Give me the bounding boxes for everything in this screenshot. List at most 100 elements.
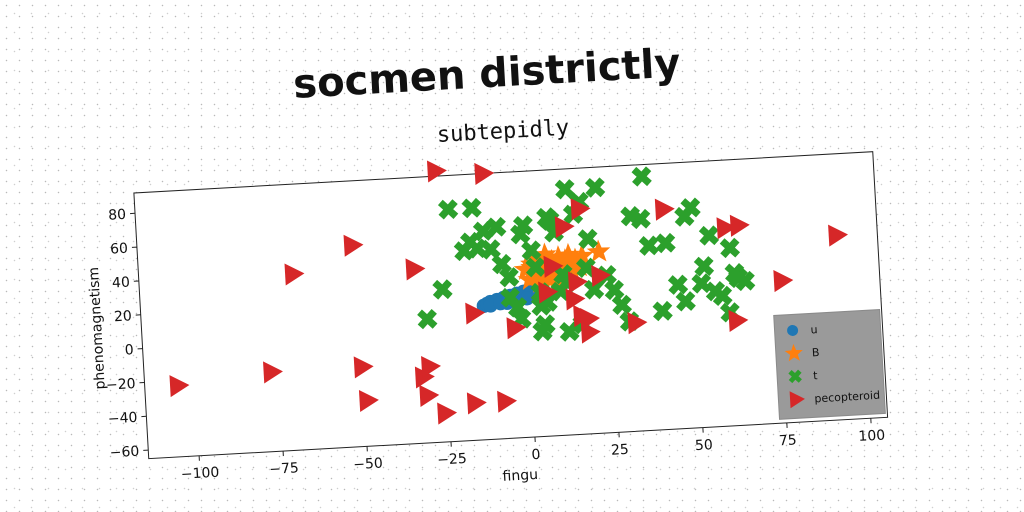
legend-entry: u [810,323,818,336]
legend-entry: pecopteroid [814,389,880,406]
point-t [630,208,651,230]
point-t [652,300,673,322]
y-tick-label: −60 [109,444,139,462]
x-tick-label: 75 [778,432,797,449]
x-axis: −100 −75 −50 −25 0 25 50 75 100 [180,418,886,483]
y-tick-label: 80 [108,207,127,224]
point-pecopteroid [654,198,675,221]
point-t [584,177,606,198]
x-tick-label: 50 [695,437,714,454]
point-t [521,240,542,261]
point-t [512,215,534,236]
point-pecopteroid [580,321,601,344]
point-t [491,253,512,275]
point-t [539,210,560,231]
point-t [554,179,576,200]
point-pecopteroid [828,224,849,247]
point-pecopteroid [773,270,794,293]
point-t [712,285,733,307]
point-pecopteroid [414,366,435,389]
point-pecopteroid [565,288,586,311]
point-t [604,279,625,301]
point-t [525,257,546,278]
y-tick-label: 60 [110,241,129,258]
point-u [787,324,799,336]
point-t [486,216,507,238]
y-tick-label: 20 [114,308,133,325]
chart-title: subtepidly [436,116,570,148]
point-t [638,235,660,256]
point-pecopteroid [789,391,805,409]
point-pecopteroid [437,402,458,425]
point-pecopteroid [426,160,447,183]
legend-box [773,309,886,420]
point-t [575,257,597,278]
point-pecopteroid [169,375,190,398]
point-pecopteroid [284,263,305,286]
point-pecopteroid [419,384,440,407]
point-pecopteroid [543,255,564,278]
point-t [535,314,556,335]
point-t [499,267,520,288]
x-tick-label: −100 [180,465,219,483]
point-pecopteroid [263,361,283,384]
legend-entry: t [813,369,819,382]
point-t [583,279,605,300]
legend: uBt pecopteroid [773,309,886,420]
scatter-marks [169,160,849,425]
point-t [735,270,756,292]
point-pecopteroid [343,234,364,257]
point-t [680,197,701,218]
point-pecopteroid [627,312,648,335]
point-pecopteroid [421,355,441,379]
chart-suptitle: socmen districtly [292,40,682,108]
point-B [784,343,803,362]
point-t [480,239,501,260]
point-t [719,237,741,259]
series-pecopteroid [169,160,849,425]
point-t [611,294,633,316]
point-pecopteroid [729,214,750,237]
point-pecopteroid [465,302,486,325]
point-t [788,369,802,384]
point-t [577,228,599,250]
x-tick-label: 25 [611,442,630,459]
x-tick-label: −75 [269,460,299,478]
legend-entry: B [812,346,820,359]
point-pecopteroid [591,264,612,288]
point-t [437,199,459,220]
point-pecopteroid [570,198,591,221]
y-axis: −60 −40 −20 0 20 40 60 80 [106,207,149,462]
y-tick-label: 40 [112,274,131,291]
point-t [693,256,715,277]
point-pecopteroid [358,389,379,413]
point-t [631,166,652,187]
x-tick-label: 0 [531,447,541,463]
point-pecopteroid [353,356,374,379]
x-tick-label: −50 [353,456,383,474]
point-t [461,197,482,219]
y-axis-label: phenomagnetism [86,267,109,390]
point-pecopteroid [716,217,737,240]
point-t [655,232,676,254]
point-t [667,274,689,295]
x-axis-label: fingu [502,467,538,485]
point-B [586,239,611,263]
point-t [691,273,712,294]
y-tick-label: −40 [108,410,138,428]
y-tick-label: −20 [106,376,136,394]
point-t [432,279,453,300]
x-tick-label: −25 [437,451,467,469]
point-pecopteroid [474,162,495,185]
point-t [698,225,720,246]
x-tick-label: 100 [858,427,886,444]
y-tick-label: 0 [124,342,134,358]
point-t [472,221,494,242]
point-pecopteroid [728,309,749,332]
point-pecopteroid [497,390,518,413]
point-pecopteroid [538,281,559,304]
point-t [507,297,528,318]
point-t [417,308,438,330]
point-pecopteroid [506,317,527,340]
